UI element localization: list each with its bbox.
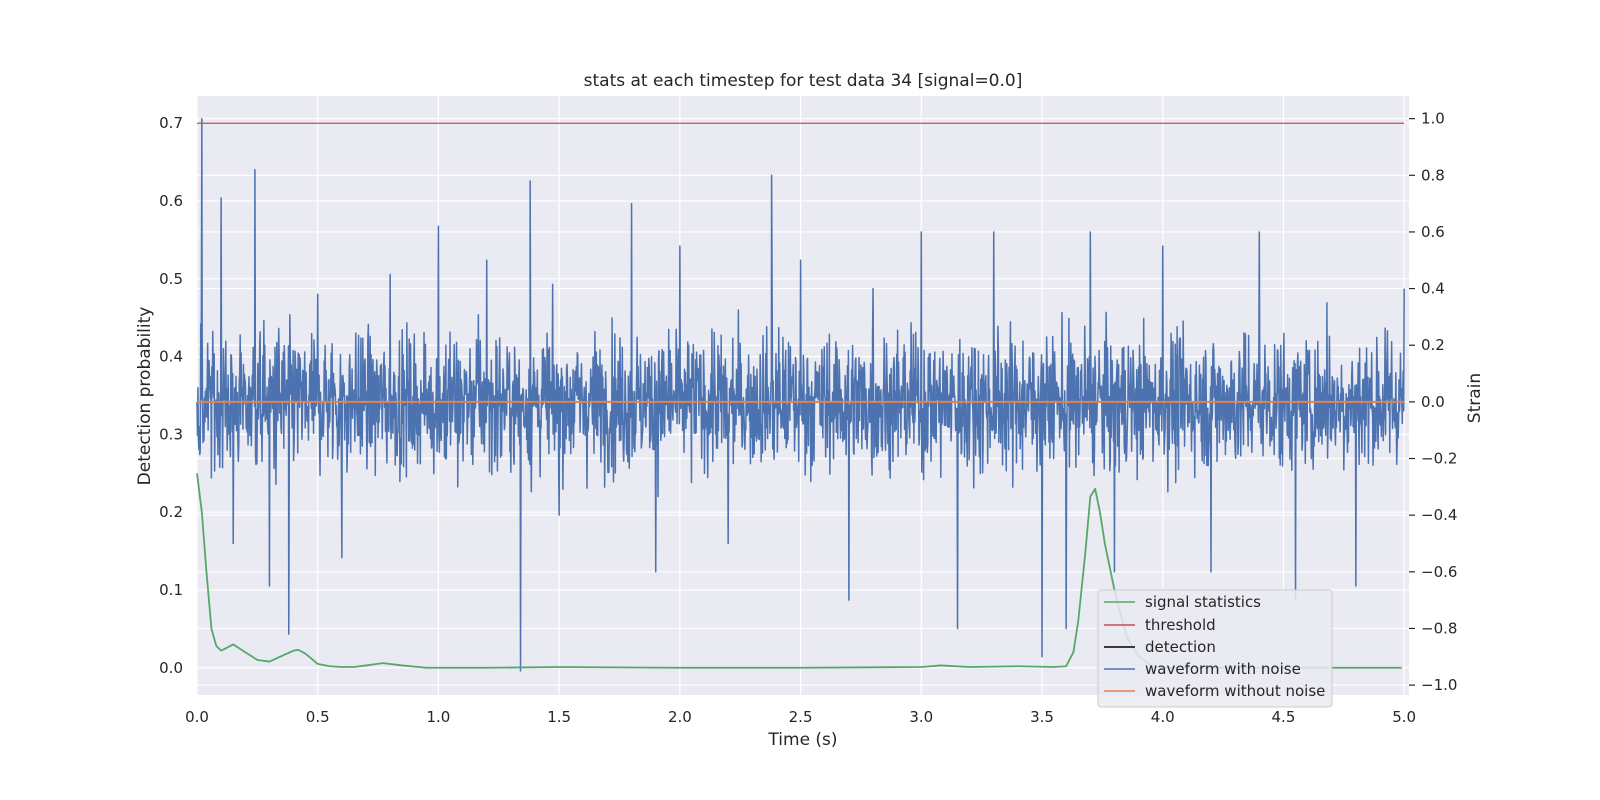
y-tick-label: 0.2 xyxy=(159,503,183,521)
x-tick-label: 2.0 xyxy=(668,708,692,726)
x-tick-label: 4.5 xyxy=(1272,708,1296,726)
series-layer xyxy=(196,117,1405,672)
x-tick-label: 2.5 xyxy=(789,708,813,726)
y2-tick-label: −0.6 xyxy=(1421,563,1457,581)
y2-tick-label: −0.4 xyxy=(1421,506,1457,524)
axis-ticks: 0.0 0.5 1.0 1.5 2.0 2.5 3.0 3.5 4.0 4.5 5.0 0.0 0.1 0… xyxy=(159,110,1457,726)
y-tick-label: 0.7 xyxy=(159,114,183,132)
y-tick-label: 0.5 xyxy=(159,270,183,288)
y2-tick-label: 0.4 xyxy=(1421,280,1445,298)
series-signal-statistics xyxy=(196,473,1402,669)
y2-tick-label: −0.2 xyxy=(1421,450,1457,468)
y-tick-label: 0.1 xyxy=(159,581,183,599)
x-tick-label: 3.5 xyxy=(1030,708,1054,726)
x-tick-label: 0.5 xyxy=(306,708,330,726)
x-tick-label: 4.0 xyxy=(1151,708,1175,726)
legend-label-signal-statistics: signal statistics xyxy=(1145,593,1261,611)
chart-title: stats at each timestep for test data 34 … xyxy=(584,71,1023,91)
y2-tick-label: 0.8 xyxy=(1421,166,1445,184)
legend-label-detection: detection xyxy=(1145,638,1216,656)
y2-tick-label: 0.6 xyxy=(1421,223,1445,241)
x-tick-label: 0.0 xyxy=(185,708,209,726)
x-tick-label: 1.0 xyxy=(427,708,451,726)
x-tick-label: 1.5 xyxy=(547,708,571,726)
y2-axis-label: Strain xyxy=(1465,373,1485,423)
y-tick-label: 0.0 xyxy=(159,659,183,677)
y-tick-label: 0.6 xyxy=(159,192,183,210)
legend-label-waveform-with-noise: waveform with noise xyxy=(1145,660,1301,678)
x-tick-label: 5.0 xyxy=(1392,708,1416,726)
legend-box xyxy=(1097,589,1333,708)
y2-tick-label: 0.0 xyxy=(1421,393,1445,411)
y2-tick-label: −1.0 xyxy=(1421,676,1457,694)
x-axis-label: Time (s) xyxy=(767,730,837,750)
y-tick-label: 0.3 xyxy=(159,425,183,443)
y2-tick-label: −0.8 xyxy=(1421,619,1457,637)
series-waveform-with-noise xyxy=(196,117,1405,672)
legend: signal statistics threshold detection wa… xyxy=(1097,589,1333,708)
legend-label-threshold: threshold xyxy=(1145,616,1216,634)
x-tick-label: 3.0 xyxy=(909,708,933,726)
y2-tick-label: 1.0 xyxy=(1421,110,1445,128)
y2-tick-label: 0.2 xyxy=(1421,336,1445,354)
y-axis-label: Detection probability xyxy=(135,307,155,486)
legend-label-waveform-without-noise: waveform without noise xyxy=(1145,682,1325,700)
y-tick-label: 0.4 xyxy=(159,348,183,366)
